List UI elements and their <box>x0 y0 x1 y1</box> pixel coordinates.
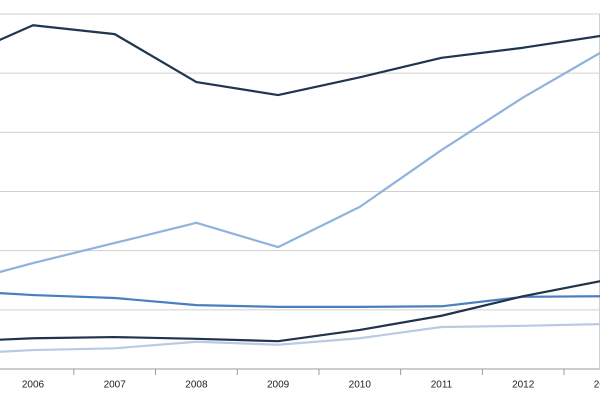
series-line <box>0 323 600 353</box>
x-tick-label: 2006 <box>22 380 45 391</box>
series-line <box>0 51 600 274</box>
series-line <box>0 280 600 343</box>
series-line <box>0 292 600 308</box>
x-tick-label: 2013 <box>594 380 600 391</box>
x-tick-label: 2011 <box>431 380 453 391</box>
x-tick-label: 2008 <box>185 380 208 391</box>
series-line <box>0 24 600 97</box>
x-tick-label: 2010 <box>349 380 372 391</box>
x-tick-label: 2012 <box>512 380 535 391</box>
x-tick-label: 2007 <box>104 380 127 391</box>
x-tick-label: 2009 <box>267 380 290 391</box>
